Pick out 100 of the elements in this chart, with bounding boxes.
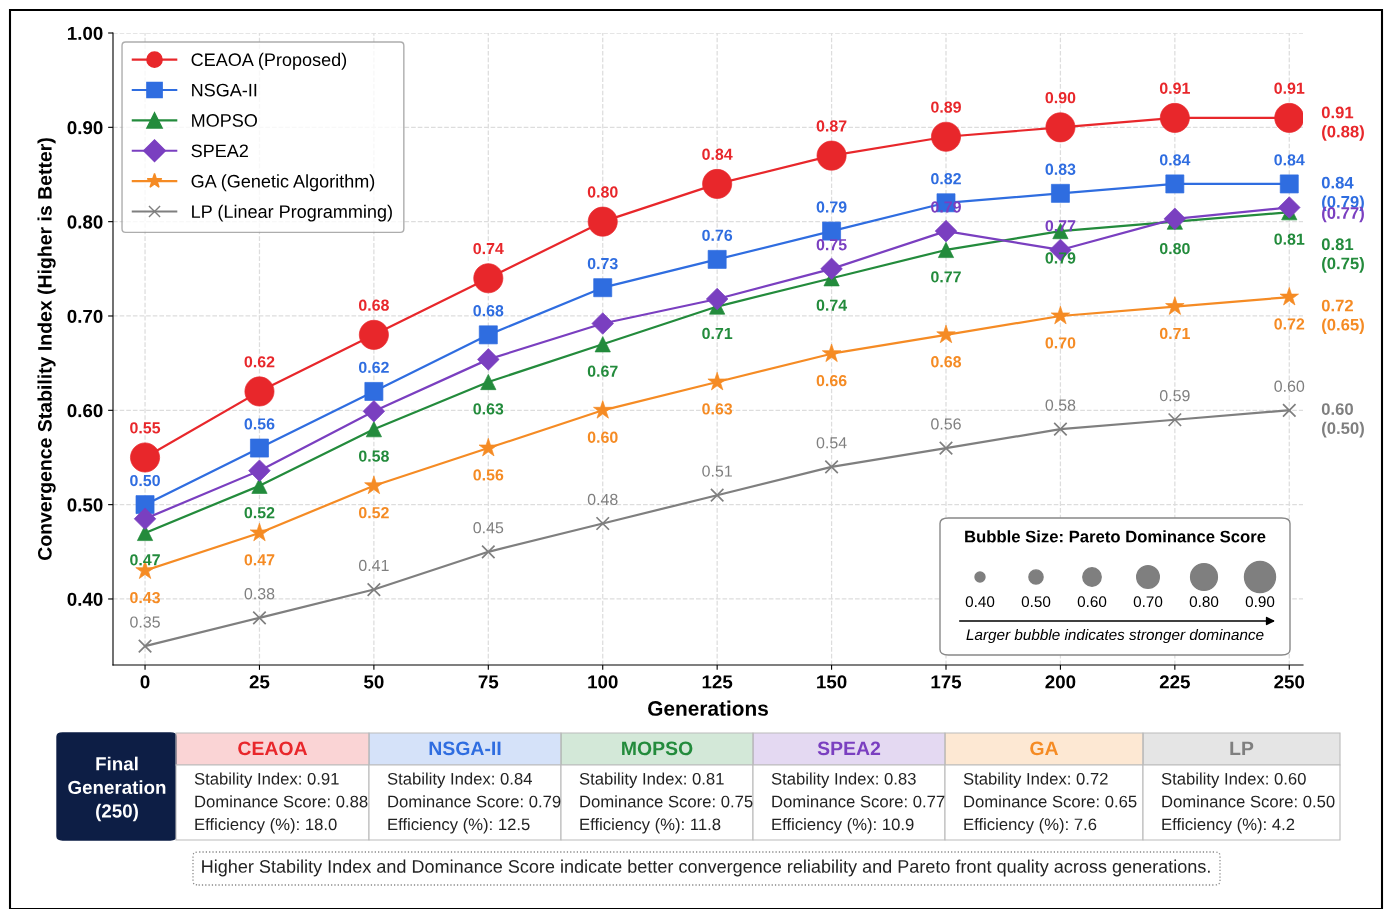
data-label: 0.66 (816, 374, 847, 387)
data-label: 0.81 (1274, 233, 1305, 245)
annotation: 0.90 (1245, 596, 1275, 608)
point (1051, 183, 1070, 203)
data-label: 0.62 (244, 356, 275, 368)
data-label: 0.73 (587, 257, 618, 270)
data-label: 0.38 (244, 588, 275, 600)
point (1282, 403, 1297, 418)
point (938, 440, 954, 456)
data-label: 0.55 (130, 422, 161, 434)
text: Stability Index: 0.60 Dominance Score: 0.50 Efficiency (%): 4.2 (1161, 772, 1335, 834)
data-label: 0.58 (1045, 399, 1076, 411)
text: Stability Index: 0.81 Dominance Score: 0.75 Efficiency (%): 11.8 (579, 772, 753, 834)
x-tick-label: 250 (1274, 675, 1305, 689)
point (252, 610, 267, 625)
data-label: 0.68 (931, 356, 962, 368)
x-tick-label: 50 (364, 675, 384, 689)
point (1279, 174, 1299, 194)
data-label: 0.51 (702, 465, 732, 477)
legend-label: LP (Linear Programming) (192, 204, 392, 222)
point (358, 319, 389, 350)
data-label: 0.82 (931, 173, 961, 185)
x-tick-label: 100 (588, 675, 618, 689)
data-label: 0.67 (587, 365, 618, 377)
annotation: 0.80 (1189, 596, 1219, 608)
data-label: 0.47 (244, 554, 275, 566)
data-label: 0.56 (244, 418, 275, 430)
data-label: 0.90 (1045, 92, 1076, 104)
data-label: 0.35 (130, 616, 160, 628)
x-axis-title: Generations (648, 700, 768, 716)
annotation: Bubble Size: Pareto Dominance Score (965, 530, 1266, 543)
point (824, 459, 839, 474)
text: Stability Index: 0.83 Dominance Score: 0.77 Efficiency (%): 10.9 (771, 772, 945, 834)
legend-label: GA (Genetic Algorithm) (191, 174, 375, 192)
data-label: 0.77 (931, 271, 961, 283)
data-label: 0.48 (587, 493, 618, 506)
point (595, 516, 610, 531)
data-label: 0.63 (473, 403, 504, 415)
data-label: 0.56 (931, 418, 961, 430)
text: 0.72 (0.65) (1321, 299, 1364, 334)
text: Higher Stability Index and Dominance Score indicate better convergence reliability and Pareto front quality across generations. (202, 859, 1210, 877)
x-tick-label: 200 (1045, 675, 1076, 689)
data-label: 0.79 (816, 201, 847, 213)
data-label: 0.60 (587, 431, 618, 443)
text: LP (1230, 741, 1254, 756)
legend-label: SPEA2 (191, 144, 248, 158)
text: 0.60 (0.50) (1321, 403, 1364, 438)
x-tick-label: 0 (140, 675, 150, 689)
data-label: 0.74 (816, 299, 848, 311)
data-label: 0.71 (1159, 327, 1190, 340)
data-label: 0.62 (358, 361, 389, 374)
point (702, 168, 733, 199)
data-label: 0.47 (130, 554, 160, 566)
data-label: 0.87 (816, 120, 847, 132)
text: Stability Index: 0.91 Dominance Score: 0.88 Efficiency (%): 18.0 (194, 772, 368, 834)
annotation: Larger bubble indicates stronger dominance (966, 628, 1264, 644)
legend-label: NSGA-II (192, 83, 257, 97)
point (366, 582, 381, 597)
point (591, 312, 614, 335)
text: CEAOA (238, 741, 308, 756)
x-tick-label: 25 (249, 675, 270, 689)
y-tick-label: 0.90 (67, 121, 103, 135)
text: NSGA-II (429, 741, 501, 756)
y-tick-label: 0.50 (67, 498, 103, 512)
data-label: 0.71 (702, 327, 733, 340)
text: 0.81 (0.75) (1321, 238, 1364, 273)
y-tick-label: 0.40 (67, 592, 103, 606)
point (816, 140, 847, 171)
data-label: 0.68 (358, 299, 389, 311)
y-tick-label: 0.60 (67, 404, 103, 418)
annotation: 0.40 (965, 596, 995, 608)
point (480, 374, 497, 390)
y-tick-label: 0.80 (67, 215, 103, 229)
point (594, 336, 611, 353)
data-label: 0.45 (473, 522, 504, 534)
annotation: 0.60 (1077, 596, 1107, 608)
annotation: 0.50 (1021, 596, 1051, 608)
y-tick-label: 0.70 (67, 309, 103, 323)
legend-label: MOPSO (192, 114, 257, 127)
point (137, 639, 153, 654)
data-label: 0.54 (816, 437, 847, 449)
data-label: 0.41 (358, 559, 389, 572)
data-label: 0.83 (1045, 163, 1076, 175)
data-label: 0.50 (130, 474, 160, 487)
data-label: 0.91 (1159, 82, 1190, 94)
x-tick-label: 150 (817, 675, 847, 689)
text: Final Generation (250) (68, 756, 166, 822)
point (362, 400, 386, 423)
data-label: 0.80 (1159, 242, 1190, 255)
data-label: 0.59 (1159, 390, 1190, 402)
data-label: 0.72 (1274, 318, 1305, 330)
point (1159, 102, 1190, 133)
data-label: 0.80 (587, 186, 618, 198)
data-label: 0.75 (816, 239, 847, 251)
y-tick-label: 1.00 (67, 26, 103, 40)
data-label: 0.79 (1045, 252, 1076, 264)
data-label: 0.89 (931, 101, 961, 113)
data-label: 0.74 (473, 242, 504, 255)
data-label: 0.91 (1274, 82, 1305, 94)
text: 0.91 (0.88) (1321, 106, 1364, 141)
